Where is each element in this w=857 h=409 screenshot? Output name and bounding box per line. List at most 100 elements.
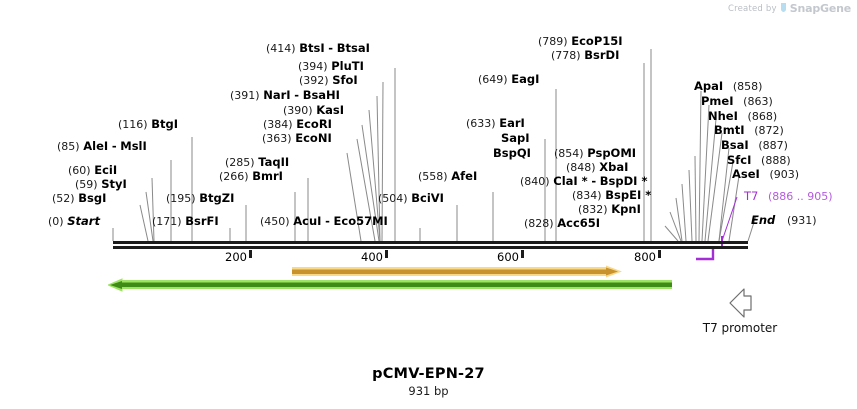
label-btgzi[interactable]: (195) BtgZI — [166, 192, 234, 205]
t7-feature-bracket[interactable] — [696, 249, 715, 261]
label-pluti[interactable]: (394) PluTI — [298, 60, 364, 73]
label-bsrdi[interactable]: (778) BsrDI — [551, 49, 619, 62]
label-ecii[interactable]: (60) EciI — [68, 164, 117, 177]
label-end-name: End — [751, 213, 776, 227]
leader-nari — [368, 109, 381, 242]
leader-styi — [145, 191, 154, 242]
label-btgi-pos: (116) — [118, 118, 148, 131]
leader-econi — [346, 152, 362, 242]
label-eco57mi-name: Eco57MI — [333, 214, 388, 228]
label-acui-name: AcuI — [293, 214, 322, 228]
label-bspqi[interactable]: BspQI — [493, 147, 531, 159]
plasmid-size: 931 bp — [408, 384, 449, 398]
plasmid-title-block: pCMV-EPN-27 931 bp — [0, 366, 857, 398]
plasmid-backbone-bottom-strand[interactable] — [113, 246, 748, 249]
label-sfoi[interactable]: (392) SfoI — [299, 74, 358, 87]
leader-pspomi — [694, 155, 697, 242]
label-btsai-name: BtsaI — [336, 41, 370, 55]
ruler-tick-800 — [658, 250, 661, 258]
label-alei-msli[interactable]: (85) AleI - MslI — [57, 140, 147, 153]
label-sfoi-pos: (392) — [299, 74, 329, 87]
label-pluti-pos: (394) — [298, 60, 328, 73]
label-eari[interactable]: (633) EarI — [466, 117, 525, 130]
label-alei-name: AleI — [83, 139, 109, 153]
label-t7-range: (886 .. 905) — [768, 190, 833, 203]
label-acc65i[interactable]: (828) Acc65I — [524, 217, 600, 230]
watermark-prefix: Created by — [727, 3, 777, 14]
label-sapi[interactable]: SapI — [501, 132, 530, 144]
label-bsai-name: BsaI — [721, 138, 749, 152]
label-styi[interactable]: (59) StyI — [75, 178, 127, 191]
leader-kpni — [669, 211, 682, 242]
label-bsgi[interactable]: (52) BsgI — [52, 192, 106, 205]
label-asei[interactable]: AseI (903) — [732, 168, 799, 181]
feature-orange-arrow[interactable] — [292, 265, 622, 279]
label-acui-eco57mi[interactable]: (450) AcuI - Eco57MI — [260, 215, 388, 228]
plasmid-backbone-top-strand[interactable] — [113, 241, 748, 244]
label-bcivi[interactable]: (504) BciVI — [378, 192, 444, 205]
label-btsi-btsai[interactable]: (414) BtsI - BtsaI — [266, 42, 370, 55]
label-kasi[interactable]: (390) KasI — [283, 104, 344, 117]
label-msli-name: MslI — [120, 139, 147, 153]
leader-kasi — [361, 124, 380, 242]
label-bcivi-pos: (504) — [378, 192, 408, 205]
label-bspei[interactable]: (834) BspEI * — [572, 189, 651, 202]
label-bmri[interactable]: (266) BmrI — [219, 170, 283, 183]
label-eari-name: EarI — [499, 116, 525, 130]
label-eagi[interactable]: (649) EagI — [478, 73, 539, 86]
label-clai-bspdi[interactable]: (840) ClaI * - BspDI * — [520, 175, 647, 188]
label-bsrfi-pos: (171) — [152, 215, 182, 228]
label-afei[interactable]: (558) AfeI — [418, 170, 477, 183]
legend-t7-promoter[interactable]: T7 promoter — [660, 288, 820, 335]
leader-ecori — [356, 138, 376, 242]
label-start[interactable]: (0) Start — [48, 215, 100, 228]
ruler-tick-400 — [385, 250, 388, 258]
label-bsai[interactable]: BsaI (887) — [721, 139, 788, 152]
label-pluti-name: PluTI — [331, 59, 364, 73]
leader-ecii — [151, 177, 155, 242]
label-nhei[interactable]: NheI (868) — [708, 110, 777, 123]
label-bsrdi-pos: (778) — [551, 49, 581, 62]
label-xbai[interactable]: (848) XbaI — [566, 161, 628, 174]
leader-asei — [728, 175, 740, 242]
label-afei-name: AfeI — [451, 169, 478, 183]
label-btgi[interactable]: (116) BtgI — [118, 118, 178, 131]
label-xbai-pos: (848) — [566, 161, 596, 174]
label-taqii-name: TaqII — [258, 155, 290, 169]
label-eagi-pos: (649) — [478, 73, 508, 86]
leader-clai — [681, 183, 687, 242]
label-pmei[interactable]: PmeI (863) — [701, 95, 773, 108]
label-bmti[interactable]: BmtI (872) — [714, 124, 784, 137]
label-sfci-pos: (888) — [761, 154, 791, 167]
label-btgi-name: BtgI — [151, 117, 179, 131]
label-kpni[interactable]: (832) KpnI — [578, 203, 641, 216]
label-bsahi-name: BsaHI — [302, 88, 340, 102]
label-bspdi-name: BspDI * — [599, 174, 648, 188]
label-btgzi-name: BtgZI — [199, 191, 235, 205]
label-nari-pos: (391) — [230, 89, 260, 102]
label-bsrfi[interactable]: (171) BsrFI — [152, 215, 219, 228]
label-taqii[interactable]: (285) TaqII — [225, 156, 289, 169]
label-ecii-name: EciI — [94, 163, 118, 177]
label-end[interactable]: End (931) — [751, 214, 817, 227]
label-pmei-name: PmeI — [701, 94, 734, 108]
label-bspei-pos: (834) — [572, 189, 602, 202]
ruler-label-600: 600 — [497, 250, 519, 264]
label-sfci[interactable]: SfcI (888) — [727, 154, 791, 167]
feature-green-arrow[interactable] — [108, 278, 678, 292]
label-bsgi-pos: (52) — [52, 192, 75, 205]
label-t7-name: T7 — [744, 189, 759, 203]
plasmid-name: pCMV-EPN-27 — [372, 366, 485, 382]
label-asei-name: AseI — [732, 167, 760, 181]
label-apai-name: ApaI — [694, 79, 724, 93]
label-apai[interactable]: ApaI (858) — [694, 80, 762, 93]
label-pspomi[interactable]: (854) PspOMI — [554, 147, 636, 160]
label-bsgi-name: BsgI — [78, 191, 107, 205]
label-ecop15i[interactable]: (789) EcoP15I — [538, 35, 623, 48]
label-t7-feature[interactable]: T7 (886 .. 905) — [744, 190, 833, 203]
label-econi[interactable]: (363) EcoNI — [262, 132, 332, 145]
label-acui-pos: (450) — [260, 215, 290, 228]
label-ecori[interactable]: (384) EcoRI — [263, 118, 332, 131]
label-nari-bsahi[interactable]: (391) NarI - BsaHI — [230, 89, 340, 102]
